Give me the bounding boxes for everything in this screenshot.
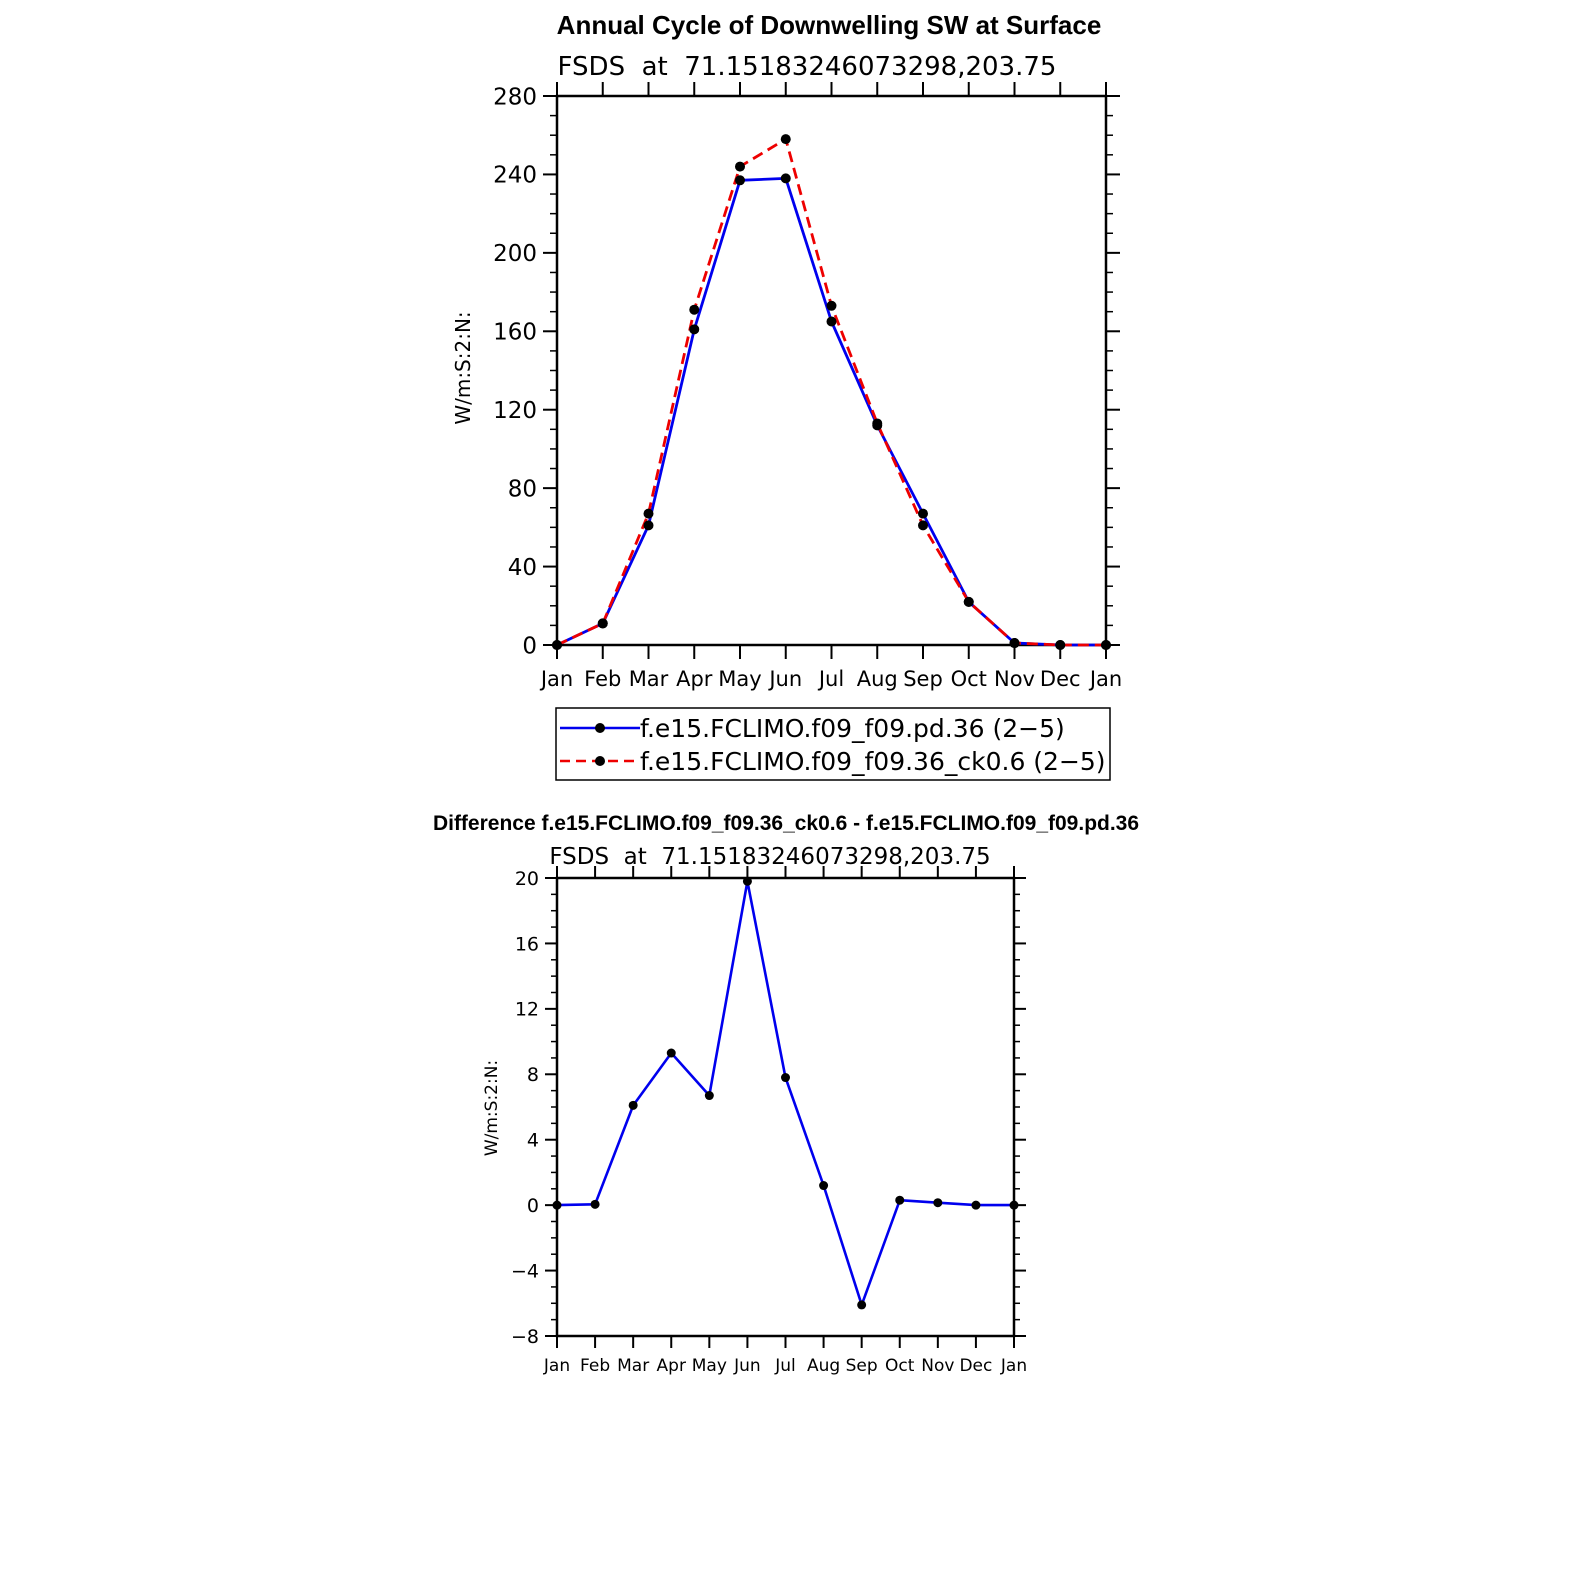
chart-subtitle: FSDS at 71.15183246073298,203.75: [558, 52, 1057, 82]
data-point-1: [918, 520, 928, 531]
x-tick-label: Jun: [767, 667, 802, 691]
data-point-0: [689, 324, 700, 335]
data-point-1: [552, 640, 562, 650]
x-tick-label: Jul: [817, 667, 844, 691]
y-axis-label: W/m:S:2:N:: [451, 311, 475, 424]
annual-cycle-chart: Annual Cycle of Downwelling SW at Surfac…: [451, 10, 1122, 691]
data-point-0: [971, 1200, 981, 1210]
series-line-0: [556, 879, 1014, 1307]
x-tick-label: May: [718, 667, 761, 691]
legend-box: [555, 707, 1111, 781]
x-tick-label: May: [692, 1356, 727, 1376]
data-point-0: [628, 1100, 638, 1110]
y-tick-label: 120: [493, 398, 537, 424]
x-tick-label: Aug: [857, 667, 898, 691]
x-tick-label: Dec: [1040, 667, 1081, 691]
diff-y-axis-label: W/m:S:2:N:: [482, 1060, 502, 1156]
x-tick-label: Nov: [994, 667, 1035, 691]
data-point-0: [735, 175, 745, 186]
data-point-1: [1009, 638, 1020, 649]
x-tick-label: Apr: [657, 1356, 686, 1376]
data-point-1: [689, 304, 700, 315]
data-point-0: [552, 1200, 562, 1210]
data-point-0: [643, 520, 654, 531]
legend-marker-test: [595, 756, 605, 766]
data-point-0: [933, 1198, 943, 1208]
data-point-1: [826, 300, 837, 311]
y-tick-label: 16: [515, 933, 539, 955]
y-tick-label: 8: [527, 1064, 539, 1086]
y-tick-label: 40: [508, 555, 537, 581]
data-point-1: [735, 161, 745, 172]
x-tick-label: Aug: [807, 1356, 840, 1376]
chart-title: Annual Cycle of Downwelling SW at Surfac…: [557, 10, 1102, 40]
x-tick-label: Mar: [617, 1356, 649, 1376]
data-point-0: [666, 1048, 676, 1058]
x-tick-label: Nov: [921, 1356, 954, 1376]
data-point-0: [895, 1195, 905, 1205]
diff-chart-subtitle: FSDS at 71.15183246073298,203.75: [549, 844, 990, 870]
y-tick-label: 12: [515, 999, 539, 1021]
y-tick-label: 20: [515, 868, 539, 890]
data-point-1: [597, 618, 608, 629]
x-tick-label: Sep: [903, 667, 943, 691]
series-line-1: [556, 137, 1106, 647]
x-tick-label: Sep: [846, 1356, 878, 1376]
data-point-0: [781, 1073, 790, 1083]
plot-frame: [555, 876, 1016, 1338]
y-tick-label: 280: [493, 84, 537, 110]
y-tick-label: 240: [493, 163, 537, 189]
data-point-1: [780, 134, 791, 145]
x-tick-label: Oct: [951, 667, 987, 691]
y-tick-label: 160: [493, 320, 537, 346]
diff-chart-title: Difference f.e15.FCLIMO.f09_f09.36_ck0.6…: [433, 812, 1139, 835]
data-point-0: [590, 1199, 600, 1209]
data-point-1: [1055, 640, 1066, 650]
series-line-0: [556, 176, 1106, 647]
x-tick-label: Jan: [1000, 1356, 1027, 1376]
x-tick-label: Feb: [584, 667, 621, 691]
data-point-0: [742, 876, 752, 886]
data-point-0: [704, 1091, 714, 1101]
x-tick-label: Oct: [885, 1356, 915, 1376]
y-tick-label: −8: [511, 1326, 539, 1348]
data-point-0: [857, 1300, 867, 1310]
legend-label-control: f.e15.FCLIMO.f09_f09.pd.36 (2−5): [640, 714, 1065, 743]
data-point-1: [643, 508, 654, 519]
x-tick-label: Mar: [629, 667, 669, 691]
plot-frame: [555, 94, 1108, 647]
y-tick-label: 0: [522, 633, 537, 659]
x-tick-label: Jul: [774, 1356, 796, 1376]
legend: f.e15.FCLIMO.f09_f09.pd.36 (2−5) f.e15.F…: [555, 707, 1111, 781]
y-tick-label: 80: [508, 476, 537, 502]
legend-marker-control: [595, 723, 605, 733]
y-tick-label: 0: [527, 1195, 539, 1217]
y-tick-label: 4: [527, 1130, 539, 1152]
x-tick-label: Jan: [1088, 667, 1122, 691]
x-tick-label: Apr: [676, 667, 713, 691]
data-point-1: [1101, 640, 1111, 650]
y-tick-label: −4: [511, 1260, 539, 1282]
data-point-0: [780, 173, 791, 184]
legend-label-test: f.e15.FCLIMO.f09_f09.36_ck0.6 (2−5): [640, 747, 1106, 776]
x-tick-label: Jan: [543, 1356, 570, 1376]
data-point-0: [1009, 1200, 1019, 1210]
data-point-0: [826, 316, 837, 327]
data-point-0: [918, 508, 928, 519]
data-point-0: [819, 1181, 829, 1191]
x-tick-label: Jan: [539, 667, 573, 691]
difference-chart: Difference f.e15.FCLIMO.f09_f09.36_ck0.6…: [433, 812, 1139, 1376]
y-tick-label: 200: [493, 241, 537, 267]
data-point-1: [872, 418, 883, 429]
x-tick-label: Feb: [580, 1356, 610, 1376]
x-tick-label: Jun: [733, 1356, 761, 1376]
x-tick-label: Dec: [959, 1356, 992, 1376]
data-point-1: [963, 596, 974, 607]
